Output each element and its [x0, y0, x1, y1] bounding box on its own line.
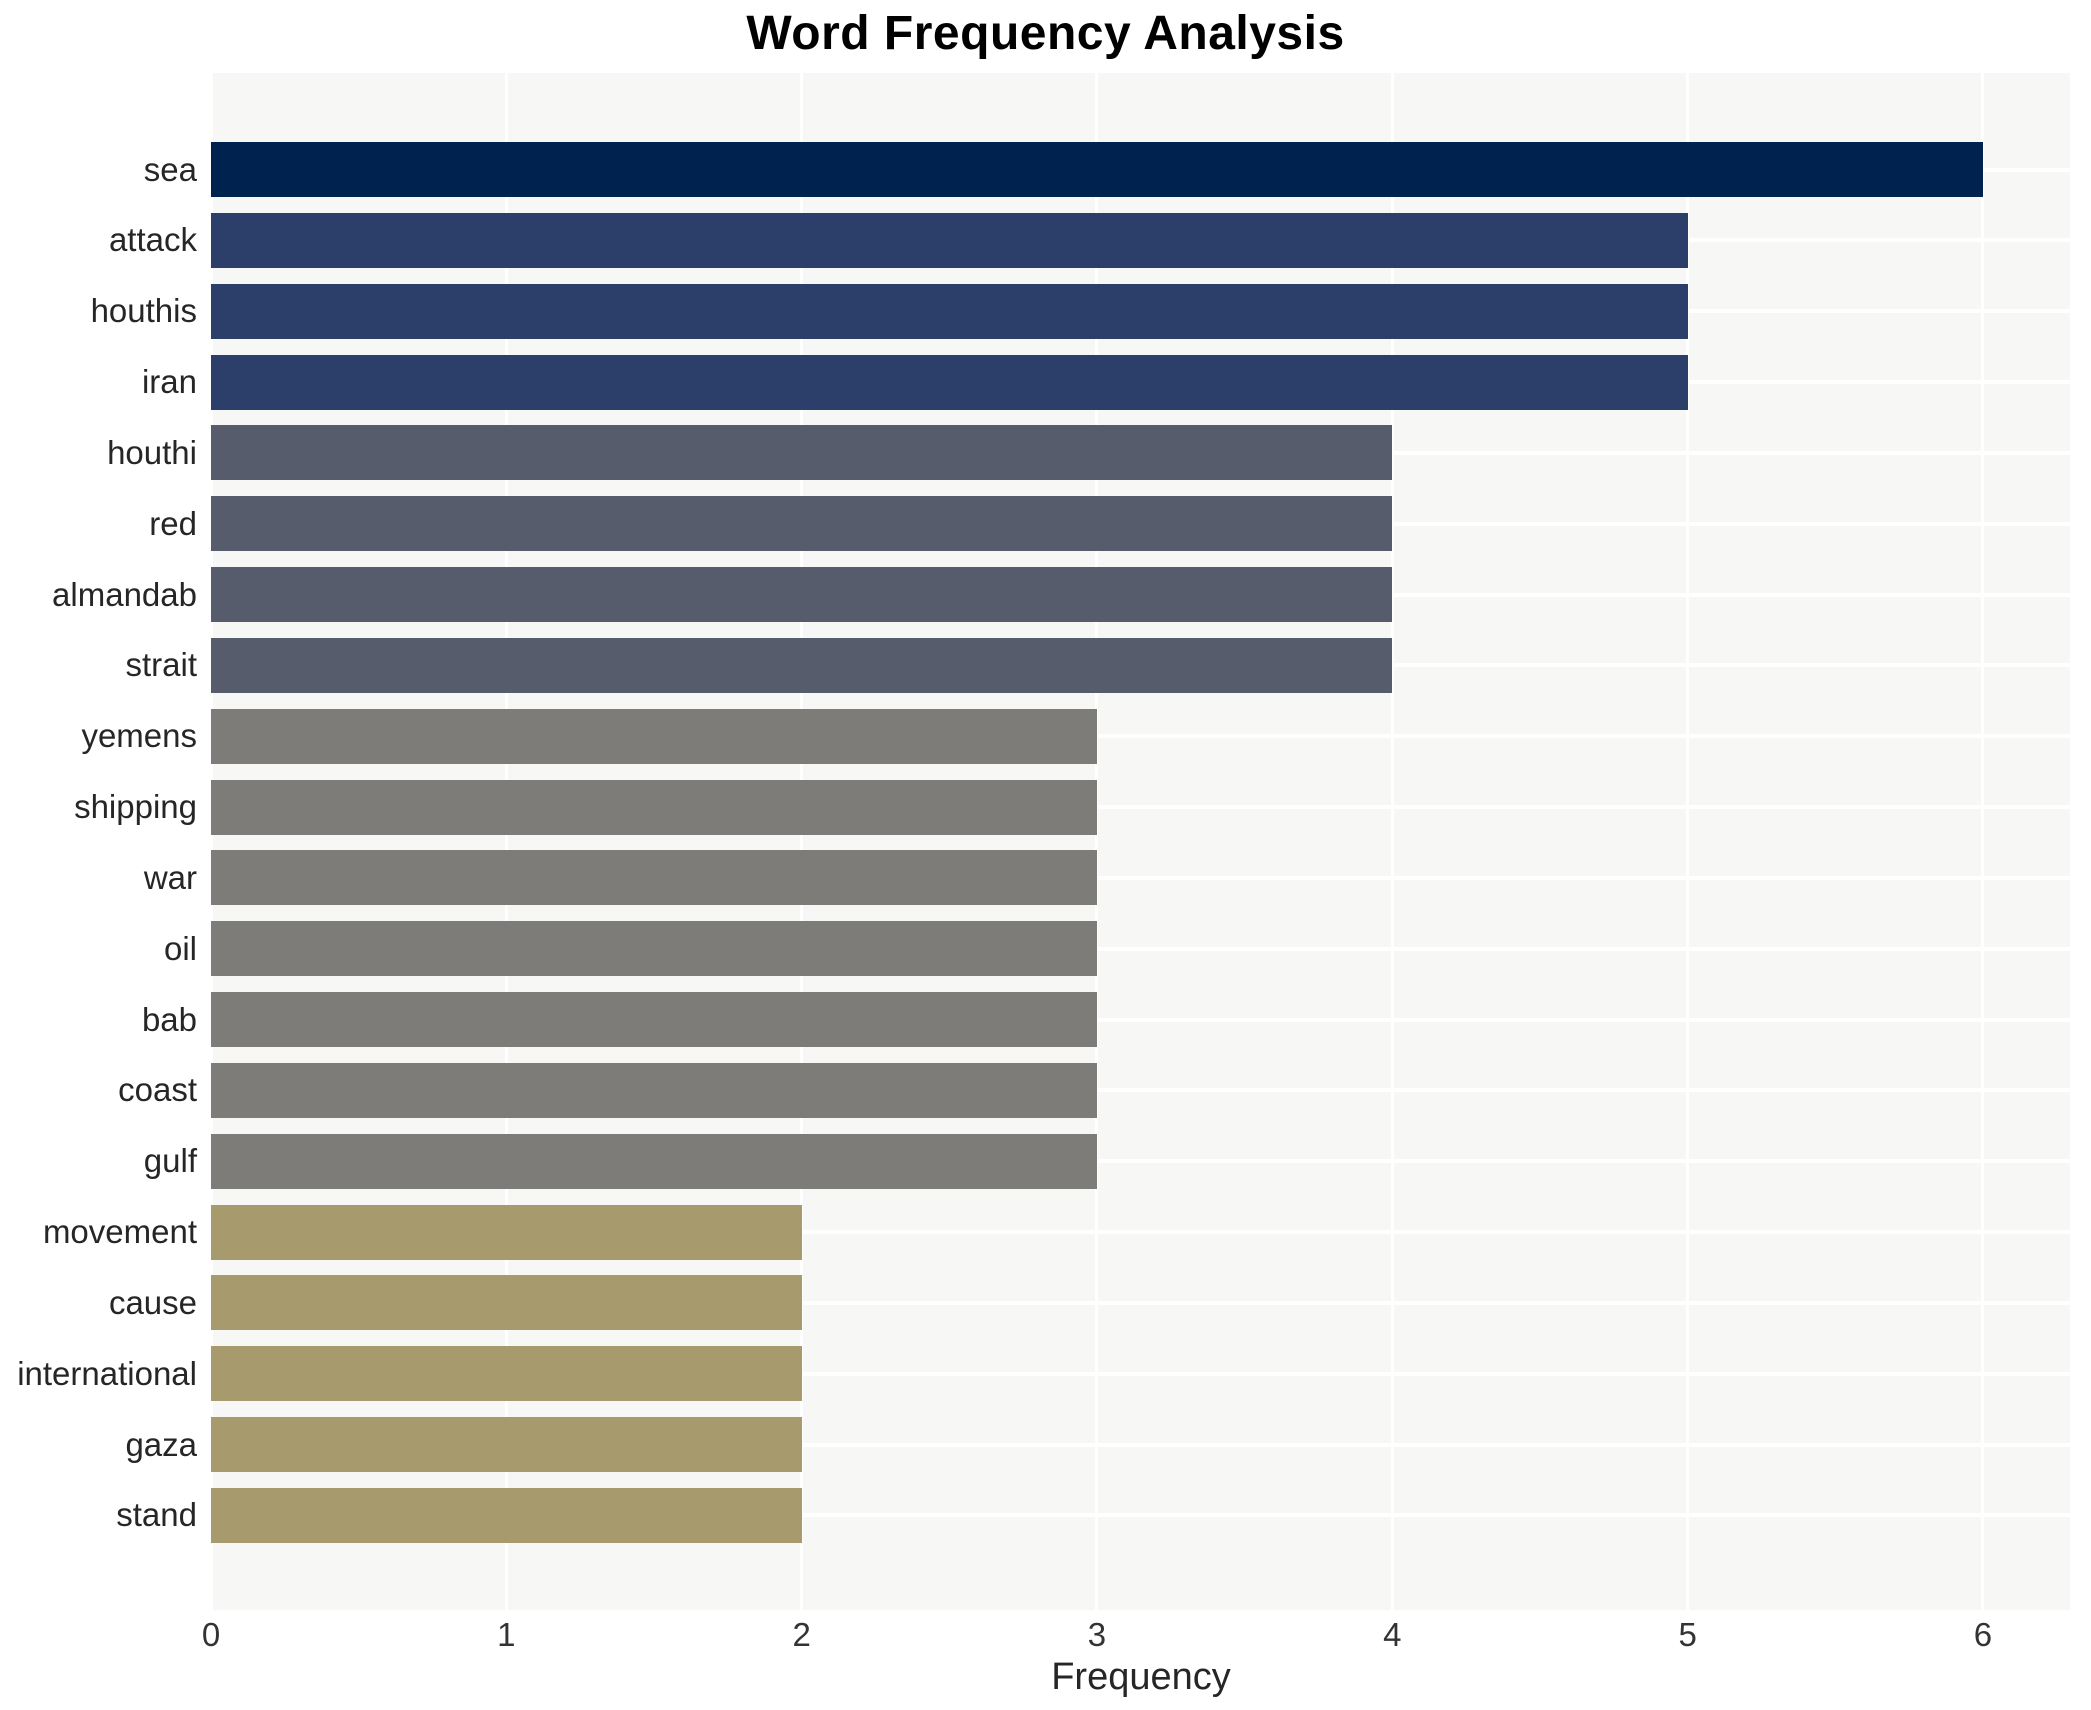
horizontal-gridline-yemens [211, 734, 2070, 739]
bar-movement [211, 1204, 802, 1260]
x-tick-label-3: 3 [1087, 1616, 1107, 1653]
chart-title: Word Frequency Analysis [746, 7, 1345, 60]
horizontal-gridline-gulf [211, 1159, 2070, 1164]
bar-cause [211, 1275, 802, 1331]
bar-iran [211, 354, 1688, 410]
bar-international [211, 1346, 802, 1402]
bar-attack [211, 212, 1688, 268]
y-label-almandab: almandab [52, 575, 197, 613]
y-label-red: red [149, 504, 197, 542]
bar-war [211, 850, 1097, 906]
x-tick-label-0: 0 [201, 1616, 221, 1653]
y-label-oil: oil [163, 929, 197, 967]
y-label-houthi: houthi [107, 433, 197, 471]
horizontal-gridline-international [211, 1371, 2070, 1376]
bar-almandab [211, 567, 1393, 623]
horizontal-gridline-cause [211, 1300, 2070, 1305]
x-axis-title: Frequency [1051, 1656, 1231, 1698]
y-label-international: international [17, 1354, 197, 1392]
vertical-gridline-4 [1390, 73, 1394, 1610]
vertical-gridline-3 [1095, 73, 1099, 1610]
horizontal-gridline-shipping [211, 805, 2070, 810]
y-label-bab: bab [141, 1000, 197, 1038]
x-tick-label-5: 5 [1678, 1616, 1697, 1653]
bar-coast [211, 1062, 1097, 1118]
horizontal-gridline-stand [211, 1513, 2070, 1518]
y-label-strait: strait [125, 646, 197, 684]
x-tick-label-6: 6 [1973, 1616, 1993, 1653]
y-label-attack: attack [108, 221, 197, 259]
vertical-gridline-0 [209, 73, 213, 1610]
horizontal-gridline-war [211, 875, 2070, 880]
y-label-iran: iran [141, 363, 197, 401]
bar-houthi [211, 425, 1393, 481]
horizontal-gridline-bab [211, 1017, 2070, 1022]
bar-oil [211, 921, 1097, 977]
horizontal-gridline-gaza [211, 1442, 2070, 1447]
y-label-houthis: houthis [90, 292, 197, 330]
x-tick-label-2: 2 [792, 1616, 811, 1653]
y-label-yemens: yemens [81, 717, 197, 755]
vertical-gridline-5 [1686, 73, 1690, 1610]
vertical-gridline-6 [1981, 73, 1985, 1610]
vertical-gridline-1 [504, 73, 508, 1610]
bar-gulf [211, 1133, 1097, 1189]
y-label-war: war [143, 858, 197, 896]
y-label-movement: movement [42, 1213, 197, 1251]
bar-strait [211, 637, 1393, 693]
horizontal-gridline-oil [211, 946, 2070, 951]
y-label-sea: sea [143, 150, 197, 188]
y-label-stand: stand [116, 1496, 197, 1534]
x-tick-label-4: 4 [1383, 1616, 1402, 1653]
bar-sea [211, 142, 1983, 197]
x-tick-label-1: 1 [497, 1616, 516, 1653]
y-label-gulf: gulf [143, 1142, 197, 1180]
y-label-coast: coast [118, 1071, 197, 1109]
horizontal-gridline-movement [211, 1230, 2070, 1235]
bar-red [211, 496, 1393, 552]
vertical-gridline-2 [800, 73, 804, 1610]
y-label-cause: cause [108, 1283, 197, 1321]
bar-gaza [211, 1417, 802, 1473]
bar-yemens [211, 708, 1097, 764]
bar-stand [211, 1487, 802, 1543]
y-label-gaza: gaza [125, 1425, 197, 1463]
bar-shipping [211, 779, 1097, 835]
y-label-shipping: shipping [74, 788, 197, 826]
bar-houthis [211, 283, 1688, 339]
plot-area [209, 73, 2070, 1610]
horizontal-gridline-coast [211, 1088, 2070, 1093]
bar-bab [211, 992, 1097, 1048]
